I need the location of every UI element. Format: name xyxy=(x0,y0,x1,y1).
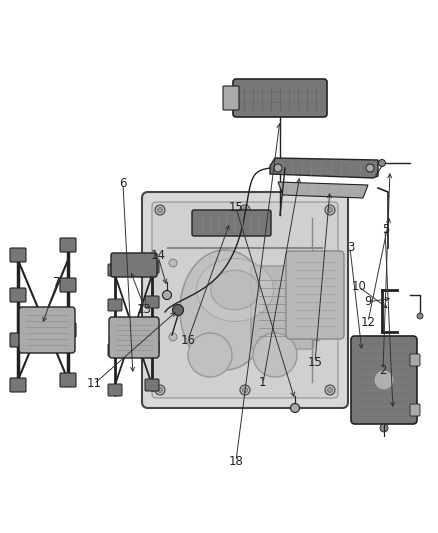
FancyBboxPatch shape xyxy=(410,354,420,366)
Text: 15: 15 xyxy=(308,356,323,369)
Circle shape xyxy=(243,387,247,392)
Text: 11: 11 xyxy=(87,377,102,390)
FancyBboxPatch shape xyxy=(60,373,76,387)
Text: 3: 3 xyxy=(347,241,354,254)
Text: 18: 18 xyxy=(229,455,244,467)
Text: 10: 10 xyxy=(352,280,367,293)
Text: 13: 13 xyxy=(137,303,152,316)
FancyBboxPatch shape xyxy=(145,379,159,391)
Text: 9: 9 xyxy=(364,295,372,308)
FancyBboxPatch shape xyxy=(111,253,157,277)
FancyBboxPatch shape xyxy=(142,192,348,408)
FancyBboxPatch shape xyxy=(145,341,159,353)
Circle shape xyxy=(290,403,300,413)
Circle shape xyxy=(380,424,388,432)
FancyBboxPatch shape xyxy=(10,378,26,392)
Text: 12: 12 xyxy=(360,316,375,329)
Circle shape xyxy=(253,333,297,377)
FancyBboxPatch shape xyxy=(351,336,417,424)
Circle shape xyxy=(274,164,282,172)
Text: 16: 16 xyxy=(181,334,196,346)
FancyBboxPatch shape xyxy=(145,296,159,308)
Circle shape xyxy=(378,159,385,166)
Circle shape xyxy=(155,205,165,215)
Circle shape xyxy=(313,333,321,341)
FancyBboxPatch shape xyxy=(223,86,239,110)
Circle shape xyxy=(325,205,335,215)
FancyBboxPatch shape xyxy=(10,248,26,262)
FancyBboxPatch shape xyxy=(108,344,122,356)
Text: 14: 14 xyxy=(150,249,165,262)
Text: 1: 1 xyxy=(259,376,267,389)
Circle shape xyxy=(374,370,394,390)
Text: 15: 15 xyxy=(229,201,244,214)
Circle shape xyxy=(328,387,332,392)
FancyBboxPatch shape xyxy=(10,288,26,302)
Ellipse shape xyxy=(211,270,259,310)
Text: 6: 6 xyxy=(119,177,127,190)
Text: 7: 7 xyxy=(53,276,61,289)
FancyBboxPatch shape xyxy=(108,299,122,311)
Circle shape xyxy=(243,207,247,213)
Circle shape xyxy=(240,385,250,395)
Circle shape xyxy=(328,207,332,213)
Circle shape xyxy=(240,205,250,215)
FancyBboxPatch shape xyxy=(60,238,76,252)
Text: 5: 5 xyxy=(382,223,389,236)
Polygon shape xyxy=(278,182,368,198)
Text: 2: 2 xyxy=(379,364,387,377)
FancyBboxPatch shape xyxy=(145,261,159,273)
FancyBboxPatch shape xyxy=(109,317,159,358)
Circle shape xyxy=(169,333,177,341)
Circle shape xyxy=(158,207,162,213)
Circle shape xyxy=(417,313,423,319)
FancyBboxPatch shape xyxy=(10,333,26,347)
FancyBboxPatch shape xyxy=(108,264,122,276)
Circle shape xyxy=(366,164,374,172)
Circle shape xyxy=(313,259,321,267)
Circle shape xyxy=(158,387,162,392)
FancyBboxPatch shape xyxy=(410,404,420,416)
FancyBboxPatch shape xyxy=(60,323,76,337)
Circle shape xyxy=(188,333,232,377)
FancyBboxPatch shape xyxy=(233,79,327,117)
FancyBboxPatch shape xyxy=(251,266,314,349)
FancyBboxPatch shape xyxy=(19,307,75,353)
FancyBboxPatch shape xyxy=(192,210,271,236)
Circle shape xyxy=(155,385,165,395)
FancyBboxPatch shape xyxy=(108,384,122,396)
Polygon shape xyxy=(270,158,378,178)
Ellipse shape xyxy=(197,259,273,321)
FancyBboxPatch shape xyxy=(286,251,344,339)
Ellipse shape xyxy=(180,250,270,370)
FancyBboxPatch shape xyxy=(60,278,76,292)
Circle shape xyxy=(173,304,184,316)
Circle shape xyxy=(162,290,172,300)
Circle shape xyxy=(325,385,335,395)
FancyBboxPatch shape xyxy=(152,202,338,398)
Circle shape xyxy=(169,259,177,267)
